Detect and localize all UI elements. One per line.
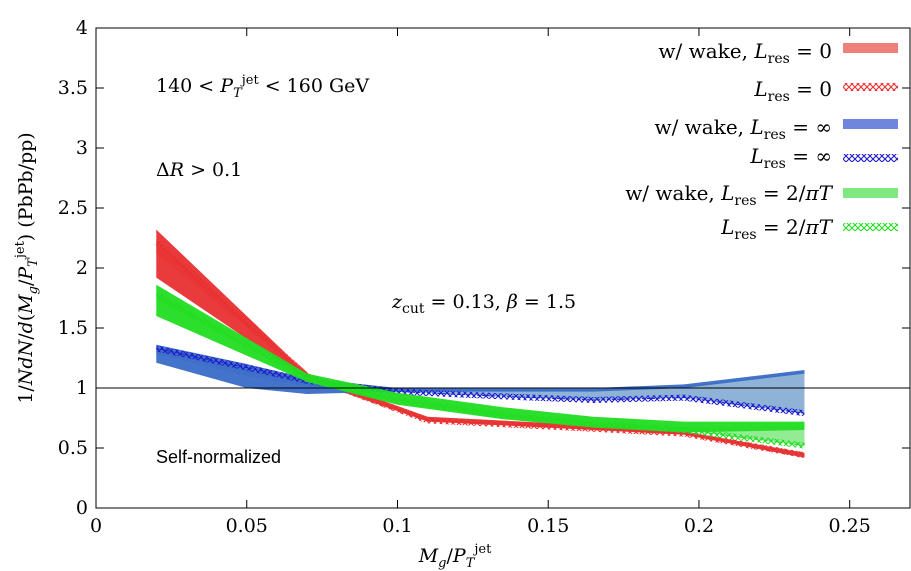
- y-tick-label: 1: [76, 377, 88, 399]
- legend-label-lresinf: Lres = ∞: [749, 144, 832, 172]
- x-tick-label: 0.15: [527, 515, 569, 537]
- ticks-layer: 0 0.05 0.1 0.15 0.2 0.25 0 0.5 1 1.5 2 2.5 3 3.5 4: [58, 17, 910, 537]
- legend-swatch-lres0: [843, 83, 898, 91]
- legend-label-wake-lresinf: w/ wake, Lres = ∞: [654, 115, 832, 143]
- y-tick-label: 2: [76, 257, 88, 279]
- hatched-line-green: [156, 293, 805, 447]
- legend: w/ wake, Lres = 0 Lres = 0 w/ wake, Lres…: [625, 39, 898, 243]
- legend-label-wake-lres2pit: w/ wake, Lres = 2/πT: [625, 181, 833, 209]
- y-axis-label: 1/NdN/d(Mg/PTjet) (PbPb/pp): [13, 132, 41, 403]
- hatched-line-blue: [156, 347, 805, 414]
- legend-swatch-wake-lres0: [843, 43, 898, 53]
- zcut-annotation: zcut = 0.13, β = 1.5: [391, 291, 576, 317]
- legend-swatch-wake-lres2pit: [843, 188, 898, 198]
- y-tick-label: 4: [76, 17, 88, 39]
- y-tick-label: 0: [76, 497, 88, 519]
- legend-label-wake-lres0: w/ wake, Lres = 0: [658, 39, 832, 67]
- series-layer: [154, 229, 806, 459]
- y-tick-label: 1.5: [58, 317, 88, 339]
- y-tick-label: 3.5: [58, 77, 88, 99]
- x-tick-label: 0.25: [829, 515, 871, 537]
- delta-r-annotation: ΔR > 0.1: [156, 159, 242, 181]
- x-tick-label: 0.05: [226, 515, 268, 537]
- x-axis-label: Mg/PTjet: [418, 542, 492, 571]
- pt-range-annotation: 140 < PTjet < 160 GeV: [156, 73, 369, 101]
- legend-label-lres2pit: Lres = 2/πT: [720, 215, 834, 243]
- y-tick-label: 3: [76, 137, 88, 159]
- x-tick-label: 0.2: [684, 515, 714, 537]
- x-tick-label: 0.1: [382, 515, 412, 537]
- y-tick-label: 0.5: [58, 437, 88, 459]
- legend-swatch-lres2pit: [843, 223, 898, 231]
- x-tick-label: 0: [90, 515, 102, 537]
- legend-swatch-lresinf: [843, 154, 898, 162]
- legend-swatch-wake-lresinf: [843, 119, 898, 129]
- legend-label-lres0: Lres = 0: [753, 77, 832, 105]
- hatched-line-red: [155, 241, 805, 456]
- y-tick-label: 2.5: [58, 197, 88, 219]
- normalization-annotation: Self-normalized: [156, 447, 281, 467]
